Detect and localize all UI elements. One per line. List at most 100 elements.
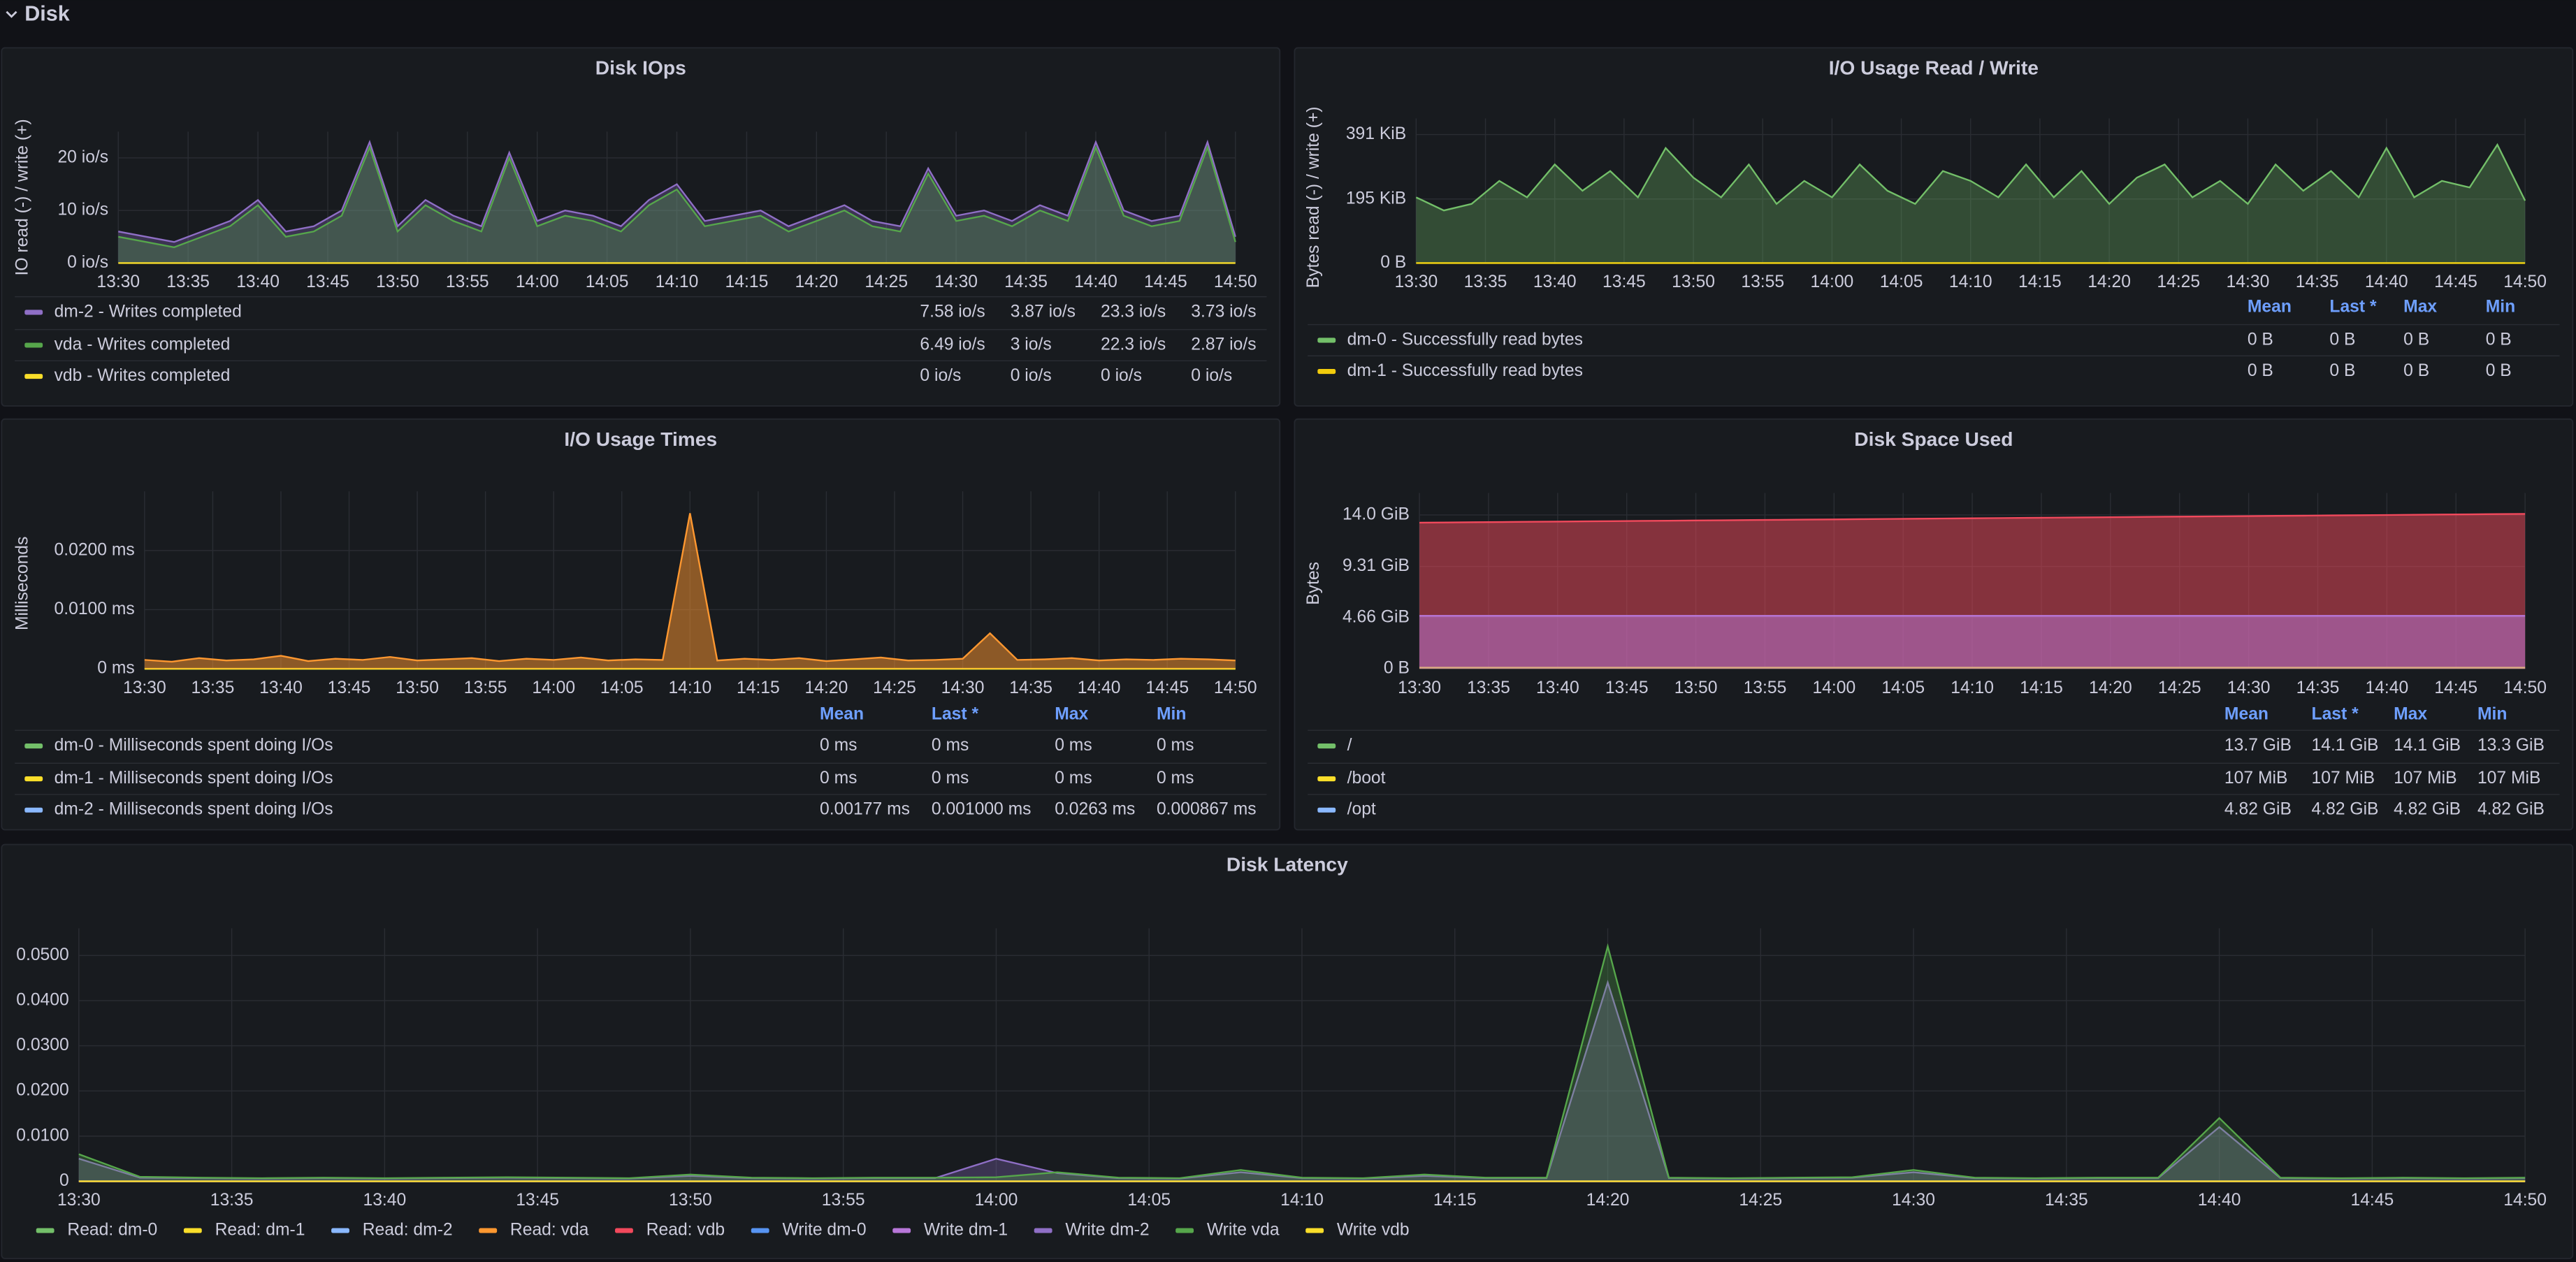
x-tick-label: 14:25 <box>2157 273 2200 291</box>
y-tick-label: 0.0200 ms <box>55 540 135 559</box>
x-tick-label: 14:35 <box>2045 1191 2088 1210</box>
legend-swatch <box>183 1228 202 1233</box>
x-tick-label: 14:30 <box>2227 679 2271 697</box>
series-area <box>118 142 1236 263</box>
y-tick-label: 0 B <box>1384 659 1410 678</box>
legend-stat: 107 MiB <box>2312 769 2375 788</box>
legend-label: dm-2 - Writes completed <box>55 302 242 321</box>
x-tick-label: 14:15 <box>2020 679 2063 697</box>
x-tick-label: 13:45 <box>516 1191 559 1210</box>
x-tick-label: 14:50 <box>1214 679 1257 697</box>
legend-swatch <box>24 310 43 315</box>
x-tick-label: 13:40 <box>1536 679 1579 697</box>
legend-stat: 13.7 GiB <box>2224 736 2292 755</box>
x-tick-label: 14:15 <box>737 679 780 697</box>
panel <box>1 843 2574 1259</box>
legend-stat: 0 ms <box>932 736 969 755</box>
legend-label: vda - Writes completed <box>55 335 231 354</box>
x-tick-label: 14:25 <box>2158 679 2201 697</box>
x-tick-label: 13:50 <box>669 1191 712 1210</box>
legend-stat: 3.87 io/s <box>1011 302 1076 321</box>
x-tick-label: 13:55 <box>822 1191 865 1210</box>
legend-stat: 14.1 GiB <box>2312 736 2379 755</box>
x-tick-label: 13:55 <box>464 679 507 697</box>
legend-stat: 0 B <box>2403 361 2429 380</box>
legend-label: dm-2 - Milliseconds spent doing I/Os <box>55 800 333 819</box>
x-tick-label: 14:45 <box>2434 679 2477 697</box>
x-tick-label: 14:00 <box>516 273 559 291</box>
x-tick-label: 14:25 <box>1739 1191 1782 1210</box>
x-tick-label: 13:50 <box>1672 273 1715 291</box>
legend-column-header: Last * <box>932 704 979 723</box>
panel-title: Disk Latency <box>1227 853 1348 876</box>
series-line <box>144 513 1236 663</box>
x-tick-label: 14:10 <box>1949 273 1992 291</box>
legend-stat: 0 ms <box>820 769 857 788</box>
legend-label: Read: dm-0 <box>67 1221 157 1240</box>
legend-stat: 0 B <box>2403 330 2429 349</box>
x-tick-label: 14:05 <box>1127 1191 1171 1210</box>
legend-swatch <box>892 1228 911 1233</box>
y-tick-label: 0.0100 <box>16 1126 68 1145</box>
y-tick-label: 0 <box>59 1171 69 1190</box>
x-tick-label: 13:45 <box>328 679 371 697</box>
legend-label: Write dm-1 <box>924 1221 1008 1240</box>
legend-stat: 23.3 io/s <box>1101 302 1166 321</box>
legend-stat: 0.001000 ms <box>932 800 1032 819</box>
x-tick-label: 14:00 <box>1811 273 1854 291</box>
legend-label: dm-1 - Milliseconds spent doing I/Os <box>55 769 333 788</box>
x-tick-label: 14:10 <box>656 273 699 291</box>
x-tick-label: 13:55 <box>1744 679 1787 697</box>
x-tick-label: 14:10 <box>1280 1191 1324 1210</box>
legend-column-header: Min <box>1157 704 1186 723</box>
x-tick-label: 14:45 <box>1144 273 1187 291</box>
legend-stat: 0 ms <box>820 736 857 755</box>
legend-column-header: Mean <box>2224 704 2269 723</box>
legend-stat: 14.1 GiB <box>2394 736 2461 755</box>
legend-label: Write dm-0 <box>782 1221 866 1240</box>
legend-stat: 4.82 GiB <box>2312 800 2379 819</box>
y-tick-label: 0.0400 <box>16 990 68 1009</box>
legend-label: Write dm-2 <box>1065 1221 1149 1240</box>
legend-stat: 13.3 GiB <box>2477 736 2545 755</box>
legend-swatch <box>24 744 43 749</box>
legend-label: Read: vda <box>510 1221 589 1240</box>
legend-stat: 7.58 io/s <box>920 302 985 321</box>
legend-swatch <box>1034 1228 1052 1233</box>
legend-stat: 0.000867 ms <box>1157 800 1257 819</box>
legend-stat: 0 B <box>2486 330 2512 349</box>
x-tick-label: 13:35 <box>1467 679 1510 697</box>
x-tick-label: 13:30 <box>96 273 140 291</box>
y-tick-label: 0.0300 <box>16 1036 68 1054</box>
row-title[interactable]: Disk <box>24 2 71 26</box>
legend-column-header: Last * <box>2312 704 2359 723</box>
panel-title: I/O Usage Times <box>564 428 717 450</box>
series-line <box>118 145 1236 249</box>
legend-swatch <box>1317 369 1336 375</box>
row-collapse-icon[interactable] <box>6 10 17 18</box>
y-tick-label: 0 B <box>1380 253 1406 272</box>
series-line <box>118 139 1236 243</box>
legend-column-header: Mean <box>820 704 864 723</box>
legend-column-header: Mean <box>2248 297 2292 316</box>
y-tick-label: 0 ms <box>97 659 134 678</box>
x-tick-label: 14:15 <box>725 273 769 291</box>
y-tick-label: 391 KiB <box>1346 124 1406 143</box>
x-tick-label: 14:45 <box>2434 273 2477 291</box>
series-area <box>1419 616 2526 669</box>
y-tick-label: 0.0100 ms <box>55 600 135 618</box>
x-tick-label: 14:40 <box>2365 273 2408 291</box>
legend-swatch <box>36 1228 55 1233</box>
legend-swatch <box>24 342 43 348</box>
legend-stat: 22.3 io/s <box>1101 335 1166 354</box>
series-area <box>1416 145 2526 263</box>
x-tick-label: 13:30 <box>1398 679 1441 697</box>
legend-column-header: Last * <box>2329 297 2377 316</box>
x-tick-label: 14:30 <box>2227 273 2270 291</box>
legend-stat: 0 ms <box>1157 736 1194 755</box>
legend-stat: 0 ms <box>932 769 969 788</box>
x-tick-label: 13:45 <box>306 273 349 291</box>
panel-title: Disk IOps <box>595 56 686 78</box>
y-tick-label: 4.66 GiB <box>1343 607 1410 626</box>
